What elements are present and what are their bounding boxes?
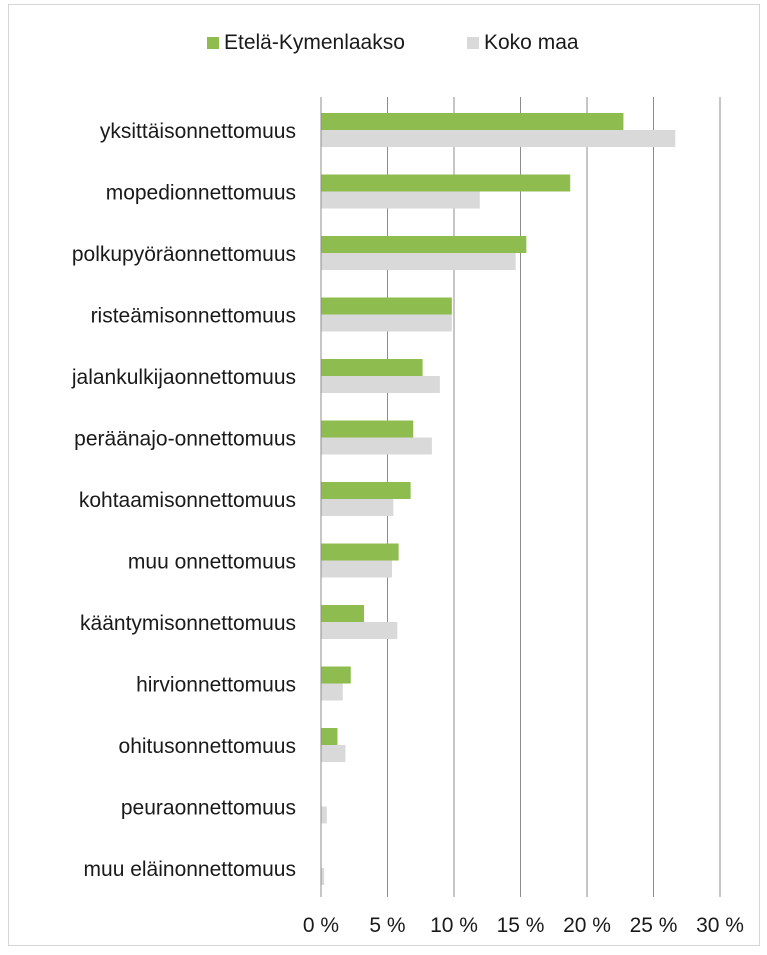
category-label: peuraonnettomuus — [121, 797, 296, 820]
bar — [321, 376, 440, 393]
bar — [321, 253, 516, 270]
bar — [321, 560, 392, 578]
bar — [321, 113, 624, 130]
x-tick-label: 20 % — [563, 914, 611, 937]
chart-frame — [8, 4, 760, 946]
category-label: hirvionnettomuus — [136, 674, 296, 697]
legend-swatch — [207, 37, 219, 49]
bar — [321, 420, 414, 438]
category-label: muu eläinonnettomuus — [84, 858, 296, 881]
bar — [321, 666, 351, 684]
x-tick-label: 10 % — [430, 914, 478, 937]
x-tick-label: 30 % — [696, 914, 744, 937]
x-tick-label: 25 % — [630, 914, 678, 937]
bar — [321, 806, 327, 824]
bar — [321, 297, 452, 315]
bar — [321, 482, 411, 499]
bar — [321, 745, 346, 762]
category-label: mopedionnettomuus — [106, 182, 296, 205]
bar — [321, 499, 394, 516]
bar — [321, 191, 480, 209]
bar — [321, 683, 343, 701]
bar — [321, 728, 338, 745]
category-label: peräänajo-onnettomuus — [74, 428, 296, 451]
legend-label: Etelä-Kymenlaakso — [224, 31, 405, 54]
x-tick-label: 0 % — [303, 914, 339, 937]
category-label: kohtaamisonnettomuus — [79, 489, 296, 512]
bar — [321, 130, 676, 147]
category-label: muu onnettomuus — [128, 551, 296, 574]
bar — [321, 236, 527, 253]
category-label: kääntymisonnettomuus — [80, 612, 296, 635]
bar — [321, 605, 365, 622]
bar — [321, 359, 423, 376]
bar — [321, 543, 399, 561]
category-label: jalankulkijaonnettomuus — [71, 366, 296, 389]
legend-swatch — [467, 37, 479, 49]
bar — [321, 437, 432, 455]
legend-label: Koko maa — [484, 31, 579, 54]
x-tick-label: 5 % — [369, 914, 405, 937]
category-label: polkupyöräonnettomuus — [72, 243, 296, 266]
category-label: risteämisonnettomuus — [91, 305, 296, 328]
x-tick-label: 15 % — [497, 914, 545, 937]
bar — [321, 314, 452, 332]
bar — [321, 868, 325, 885]
category-label: yksittäisonnettomuus — [100, 120, 296, 143]
bar — [321, 174, 571, 192]
bar — [321, 622, 398, 639]
category-label: ohitusonnettomuus — [119, 735, 296, 758]
